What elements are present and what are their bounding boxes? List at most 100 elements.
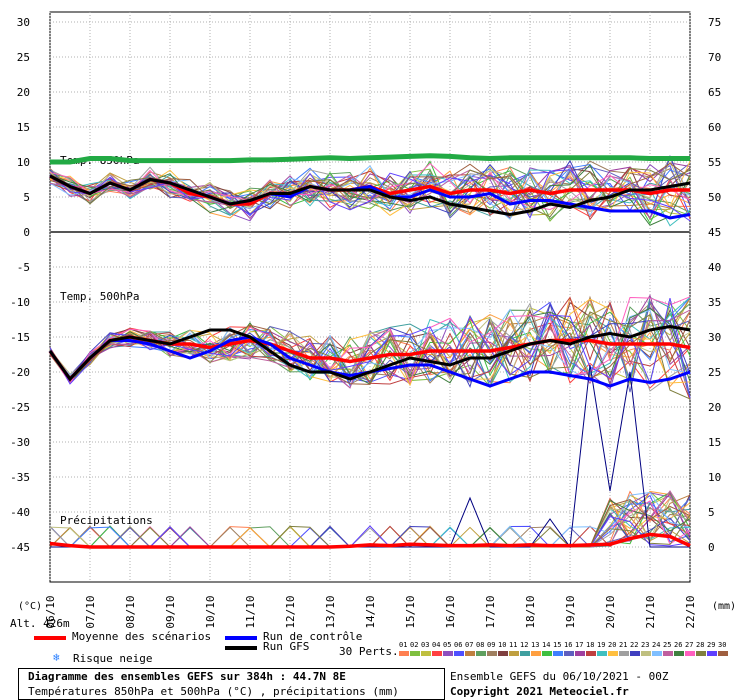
left-tick-label: -25 bbox=[10, 401, 30, 414]
pert-number: 09 bbox=[487, 641, 496, 649]
pert-number: 07 bbox=[465, 641, 474, 649]
left-tick-label: 30 bbox=[17, 16, 30, 29]
pert-swatch bbox=[619, 651, 629, 656]
pert-swatch bbox=[630, 651, 640, 656]
pert-swatch bbox=[652, 651, 662, 656]
right-tick-label: 65 bbox=[708, 86, 721, 99]
pert-number: 24 bbox=[652, 641, 661, 649]
pert-number: 23 bbox=[641, 641, 650, 649]
pert-swatch bbox=[520, 651, 530, 656]
series-line-t850-run-gfs bbox=[49, 174, 691, 217]
pert-swatch bbox=[575, 651, 585, 656]
right-tick-label: 10 bbox=[708, 471, 721, 484]
pert-number: 20 bbox=[608, 641, 617, 649]
right-tick-label: 70 bbox=[708, 51, 721, 64]
x-tick-label: 12/10 bbox=[284, 595, 297, 628]
pert-number: 12 bbox=[520, 641, 529, 649]
left-tick-label: 25 bbox=[17, 51, 30, 64]
pert-number: 04 bbox=[432, 641, 441, 649]
x-tick-label: 15/10 bbox=[404, 595, 417, 628]
pert-swatch bbox=[718, 651, 728, 656]
legend-swatch-mean bbox=[34, 636, 66, 640]
left-tick-label: 5 bbox=[23, 191, 30, 204]
x-tick-label: 09/10 bbox=[164, 595, 177, 628]
series-line-precip-moyenne-des-sc-narios bbox=[49, 532, 691, 549]
left-axis-label: (°C) bbox=[18, 601, 42, 612]
pert-swatch bbox=[399, 651, 409, 656]
x-tick-label: 06/10 bbox=[44, 595, 57, 628]
perturbation-line-t500 bbox=[49, 297, 691, 387]
pert-number: 02 bbox=[410, 641, 419, 649]
x-tick-label: 16/10 bbox=[444, 595, 457, 628]
pert-number: 19 bbox=[597, 641, 606, 649]
footer-title: Diagramme des ensembles GEFS sur 384h : … bbox=[28, 670, 346, 683]
right-tick-label: 55 bbox=[708, 156, 721, 169]
altitude-label: Alt. 426m bbox=[10, 617, 70, 630]
pert-swatch bbox=[531, 651, 541, 656]
legend-swatch-gfs bbox=[225, 646, 257, 650]
pert-number: 08 bbox=[476, 641, 485, 649]
perturbation-line-t850 bbox=[49, 169, 691, 222]
pert-swatch bbox=[454, 651, 464, 656]
perturbation-line-t500 bbox=[49, 319, 691, 385]
pert-swatch bbox=[707, 651, 717, 656]
right-axis-label: (mm) bbox=[712, 601, 736, 612]
perturbation-line-t850 bbox=[49, 171, 691, 218]
footer-run: Ensemble GEFS du 06/10/2021 - 00Z bbox=[450, 670, 669, 683]
pert-swatch bbox=[597, 651, 607, 656]
pert-number: 06 bbox=[454, 641, 463, 649]
perturbation-line-t500 bbox=[49, 296, 691, 385]
series-line-t500-run-gfs bbox=[48, 324, 691, 382]
right-tick-label: 35 bbox=[708, 296, 721, 309]
right-tick-label: 45 bbox=[708, 226, 721, 239]
pert-swatch bbox=[509, 651, 519, 656]
left-tick-label: 10 bbox=[17, 156, 30, 169]
legend-label-gfs: Run GFS bbox=[263, 640, 310, 653]
panel-label-t500: Temp. 500hPa bbox=[60, 290, 139, 303]
pert-swatch bbox=[498, 651, 508, 656]
pert-swatch bbox=[608, 651, 618, 656]
x-tick-label: 11/10 bbox=[244, 595, 257, 628]
right-tick-label: 5 bbox=[708, 506, 715, 519]
right-tick-label: 15 bbox=[708, 436, 721, 449]
footer-copyright: Copyright 2021 Meteociel.fr bbox=[450, 685, 629, 698]
right-tick-label: 25 bbox=[708, 366, 721, 379]
left-tick-label: 20 bbox=[17, 86, 30, 99]
left-tick-label: -20 bbox=[10, 366, 30, 379]
reference-line-t850 bbox=[50, 153, 690, 165]
pert-swatch bbox=[443, 651, 453, 656]
x-tick-label: 13/10 bbox=[324, 595, 337, 628]
pert-swatch bbox=[476, 651, 486, 656]
x-tick-label: 17/10 bbox=[484, 595, 497, 628]
pert-number: 25 bbox=[663, 641, 672, 649]
pert-number: 11 bbox=[509, 641, 518, 649]
pert-number: 15 bbox=[553, 641, 562, 649]
left-tick-label: -15 bbox=[10, 331, 30, 344]
x-tick-label: 18/10 bbox=[524, 595, 537, 628]
pert-swatch bbox=[421, 651, 431, 656]
perturbation-line-t850 bbox=[49, 171, 691, 219]
legend-label-mean: Moyenne des scénarios bbox=[72, 630, 212, 643]
pert-swatch bbox=[465, 651, 475, 656]
pert-swatch bbox=[410, 651, 420, 656]
legend-label-control: Run de contrôle bbox=[263, 630, 363, 643]
legend-label-perts: 30 Perts. bbox=[339, 645, 399, 658]
pert-number: 26 bbox=[674, 641, 683, 649]
pert-swatch bbox=[674, 651, 684, 656]
x-tick-label: 19/10 bbox=[564, 595, 577, 628]
right-tick-label: 50 bbox=[708, 191, 721, 204]
pert-swatch bbox=[542, 651, 552, 656]
pert-number: 01 bbox=[399, 641, 408, 649]
pert-number: 05 bbox=[443, 641, 452, 649]
pert-number: 16 bbox=[564, 641, 573, 649]
pert-number: 03 bbox=[421, 641, 430, 649]
pert-number: 27 bbox=[685, 641, 694, 649]
right-tick-label: 0 bbox=[708, 541, 715, 554]
perturbation-line-t500 bbox=[49, 309, 691, 389]
pert-swatch bbox=[685, 651, 695, 656]
left-tick-label: 0 bbox=[23, 226, 30, 239]
left-tick-label: -10 bbox=[10, 296, 30, 309]
snowflake-icon: ❄ bbox=[53, 651, 60, 664]
pert-swatch bbox=[553, 651, 563, 656]
pert-number: 10 bbox=[498, 641, 507, 649]
